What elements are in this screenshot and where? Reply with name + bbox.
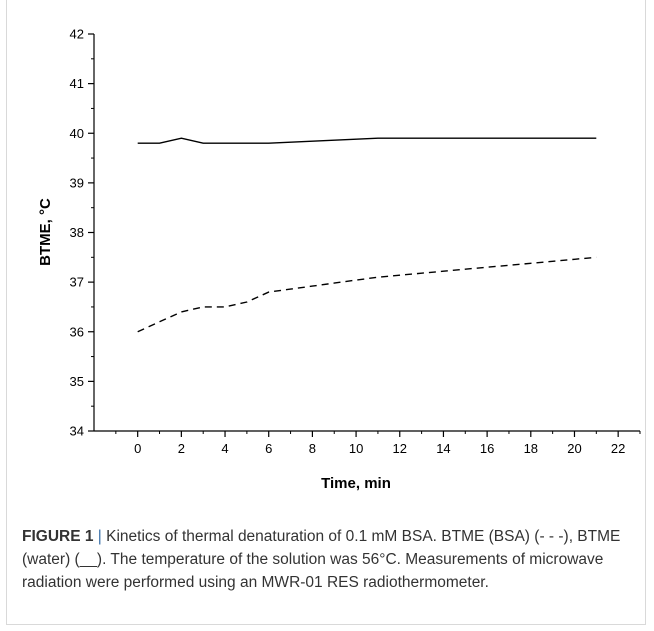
series-line-water [137,137,597,144]
line-chart: 34 35 36 37 38 39 40 41 42 0 2 4 6 8 10 12 14 16 18 20 22 Ti… [37,27,641,492]
x-axis-title: Time, min [321,475,391,492]
caption-text: Kinetics of thermal denaturation of 0.1 … [22,528,621,591]
x-tick-label: 18 [524,441,538,456]
x-tick-label: 14 [436,441,450,456]
y-tick-label: 38 [70,225,84,240]
x-tick-label: 4 [221,441,228,456]
x-tick-label: 8 [309,441,316,456]
x-tick-label: 2 [178,441,185,456]
y-tick-label: 35 [70,374,84,389]
series-line-bsa [137,256,597,333]
y-tick-label: 41 [70,76,84,91]
y-tick-label: 36 [70,324,84,339]
x-tick-label: 10 [349,441,363,456]
x-tick-label: 0 [134,441,141,456]
x-tick-label: 6 [265,441,272,456]
y-axis-title: BTME, °C [37,198,54,266]
y-tick-label: 37 [70,275,84,290]
figure-frame [6,0,646,625]
y-tick-label: 40 [70,126,84,141]
chart-series [137,137,597,333]
x-tick-label: 20 [567,441,581,456]
x-tick-label: 22 [611,441,625,456]
caption-separator: | [97,528,102,545]
x-tick-label: 12 [393,441,407,456]
chart-axes: 34 35 36 37 38 39 40 41 42 0 2 4 6 8 10 12 14 16 18 20 22 [70,27,641,456]
figure-caption: FIGURE 1 | Kinetics of thermal denaturat… [22,525,638,594]
y-tick-label: 39 [70,175,84,190]
x-tick-label: 16 [480,441,494,456]
y-tick-label: 34 [70,424,84,439]
y-tick-label: 42 [70,27,84,42]
caption-label: FIGURE 1 [22,528,94,545]
